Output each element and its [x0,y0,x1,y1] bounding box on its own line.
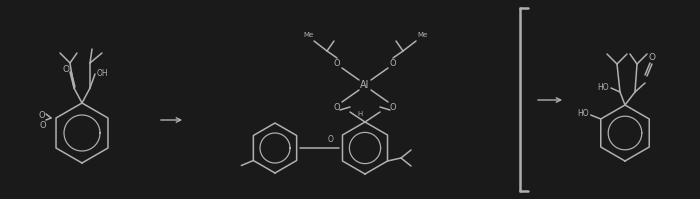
Text: O: O [334,102,340,111]
Text: Me: Me [303,32,313,38]
Text: OH: OH [96,69,108,78]
Text: Al: Al [360,80,370,90]
Text: O: O [62,65,69,74]
Text: Me: Me [417,32,427,38]
Text: O: O [328,136,334,144]
Text: O: O [648,53,655,61]
Text: H: H [358,111,363,117]
Text: HO: HO [577,109,589,118]
Text: O: O [40,122,46,131]
Text: O: O [38,110,46,120]
Text: O: O [334,59,340,67]
Text: O: O [390,102,396,111]
Text: HO: HO [597,84,609,93]
Text: O: O [390,59,396,67]
